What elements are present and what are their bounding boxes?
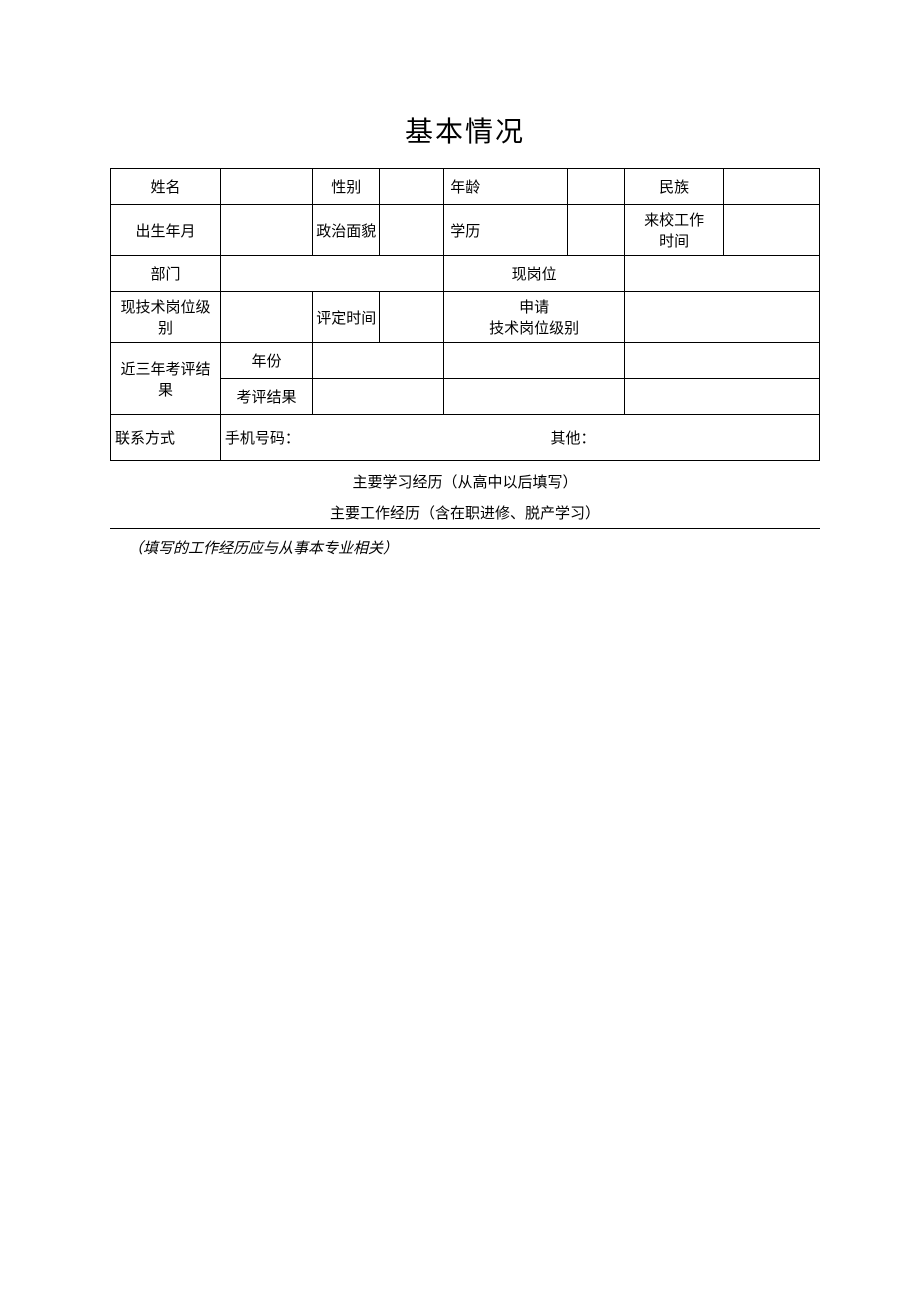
dept-value[interactable] xyxy=(220,256,443,292)
assess-time-value[interactable] xyxy=(380,292,444,343)
row-dept: 部门 现岗位 xyxy=(111,256,820,292)
year-v1[interactable] xyxy=(313,343,444,379)
review-label: 近三年考评结 果 xyxy=(111,343,221,415)
assess-time-label: 评定时间 xyxy=(313,292,380,343)
review-label-l1: 近三年考评结 xyxy=(120,362,210,378)
ethnicity-value[interactable] xyxy=(724,169,820,205)
other-label: 其他： xyxy=(551,427,817,448)
tech-level-label-l1: 现技术岗位级 xyxy=(120,300,210,316)
age-value[interactable] xyxy=(568,169,625,205)
apply-label-l1: 申请 xyxy=(519,300,549,316)
age-label: 年龄 xyxy=(444,169,568,205)
basic-info-table: 姓名 性别 年龄 民族 出生年月 政治面貌 学历 来校工作 时间 部门 现岗位 … xyxy=(110,168,820,461)
name-label: 姓名 xyxy=(111,169,221,205)
join-label-l2: 时间 xyxy=(659,234,689,250)
tech-level-label: 现技术岗位级 别 xyxy=(111,292,221,343)
political-value[interactable] xyxy=(380,205,444,256)
birth-value[interactable] xyxy=(220,205,312,256)
gender-value[interactable] xyxy=(380,169,444,205)
result-v1[interactable] xyxy=(313,379,444,415)
row-contact: 联系方式 手机号码： 其他： xyxy=(111,415,820,461)
study-history-header: 主要学习经历（从高中以后填写） xyxy=(110,467,820,496)
education-label: 学历 xyxy=(444,205,568,256)
apply-label-l2: 技术岗位级别 xyxy=(489,321,579,337)
apply-value[interactable] xyxy=(624,292,819,343)
work-history-header: 主要工作经历（含在职进修、脱产学习） xyxy=(110,498,820,527)
name-value[interactable] xyxy=(220,169,312,205)
result-v2[interactable] xyxy=(444,379,625,415)
tech-level-value[interactable] xyxy=(220,292,312,343)
birth-label: 出生年月 xyxy=(111,205,221,256)
gender-label: 性别 xyxy=(313,169,380,205)
result-v3[interactable] xyxy=(624,379,819,415)
year-v2[interactable] xyxy=(444,343,625,379)
result-label: 考评结果 xyxy=(220,379,312,415)
year-v3[interactable] xyxy=(624,343,819,379)
join-value[interactable] xyxy=(724,205,820,256)
dept-label: 部门 xyxy=(111,256,221,292)
education-value[interactable] xyxy=(568,205,625,256)
work-history-hint: （填写的工作经历应与从事本专业相关） xyxy=(128,537,820,558)
phone-label: 手机号码： xyxy=(225,427,551,448)
political-label: 政治面貌 xyxy=(313,205,380,256)
position-label: 现岗位 xyxy=(444,256,625,292)
row-birth: 出生年月 政治面貌 学历 来校工作 时间 xyxy=(111,205,820,256)
year-label: 年份 xyxy=(220,343,312,379)
join-label-l1: 来校工作 xyxy=(644,213,704,229)
position-value[interactable] xyxy=(624,256,819,292)
page-title: 基本情况 xyxy=(110,110,820,150)
row-review-year: 近三年考评结 果 年份 xyxy=(111,343,820,379)
contact-cell[interactable]: 手机号码： 其他： xyxy=(220,415,819,461)
contact-label: 联系方式 xyxy=(111,415,221,461)
tech-level-label-l2: 别 xyxy=(158,321,173,337)
join-label: 来校工作 时间 xyxy=(624,205,723,256)
apply-label: 申请 技术岗位级别 xyxy=(444,292,625,343)
row-tech-level: 现技术岗位级 别 评定时间 申请 技术岗位级别 xyxy=(111,292,820,343)
row-name: 姓名 性别 年龄 民族 xyxy=(111,169,820,205)
review-label-l2: 果 xyxy=(158,383,173,399)
ethnicity-label: 民族 xyxy=(624,169,723,205)
